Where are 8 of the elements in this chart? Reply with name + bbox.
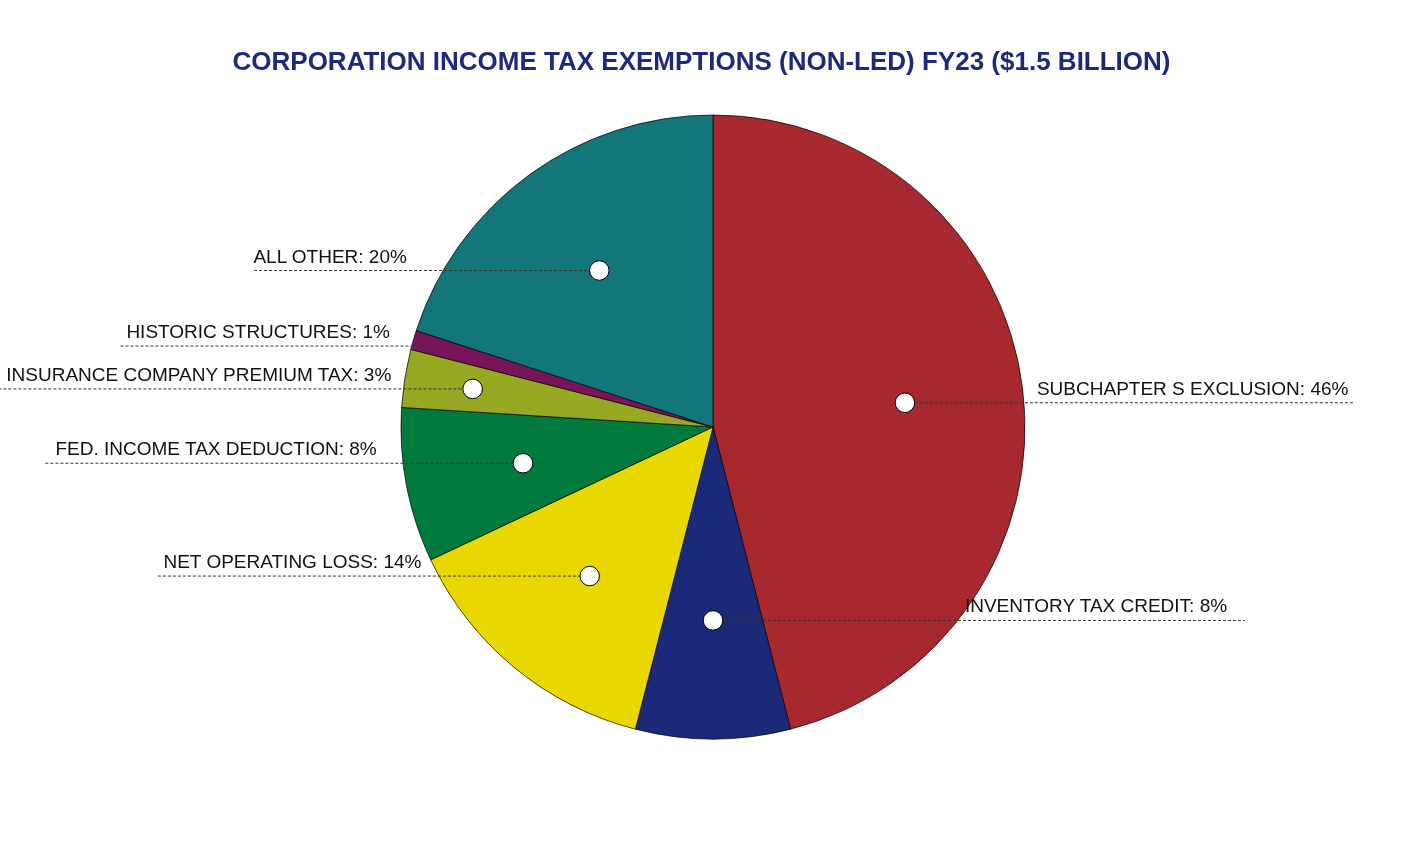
slice-label: INSURANCE COMPANY PREMIUM TAX: 3% xyxy=(6,363,392,385)
chart-title: CORPORATION INCOME TAX EXEMPTIONS (NON-LED) FY23 ($1.5 BILLION) xyxy=(232,46,1171,76)
slice-label: SUBCHAPTER S EXCLUSION: 46% xyxy=(1036,377,1349,399)
slice-label: INVENTORY TAX CREDIT: 8% xyxy=(964,595,1228,617)
slice-label: ALL OTHER: 20% xyxy=(253,245,407,267)
slice-label: HISTORIC STRUCTURES: 1% xyxy=(126,321,391,343)
slice-label: FED. INCOME TAX DEDUCTION: 8% xyxy=(55,438,377,460)
slice-label: NET OPERATING LOSS: 14% xyxy=(163,551,422,573)
